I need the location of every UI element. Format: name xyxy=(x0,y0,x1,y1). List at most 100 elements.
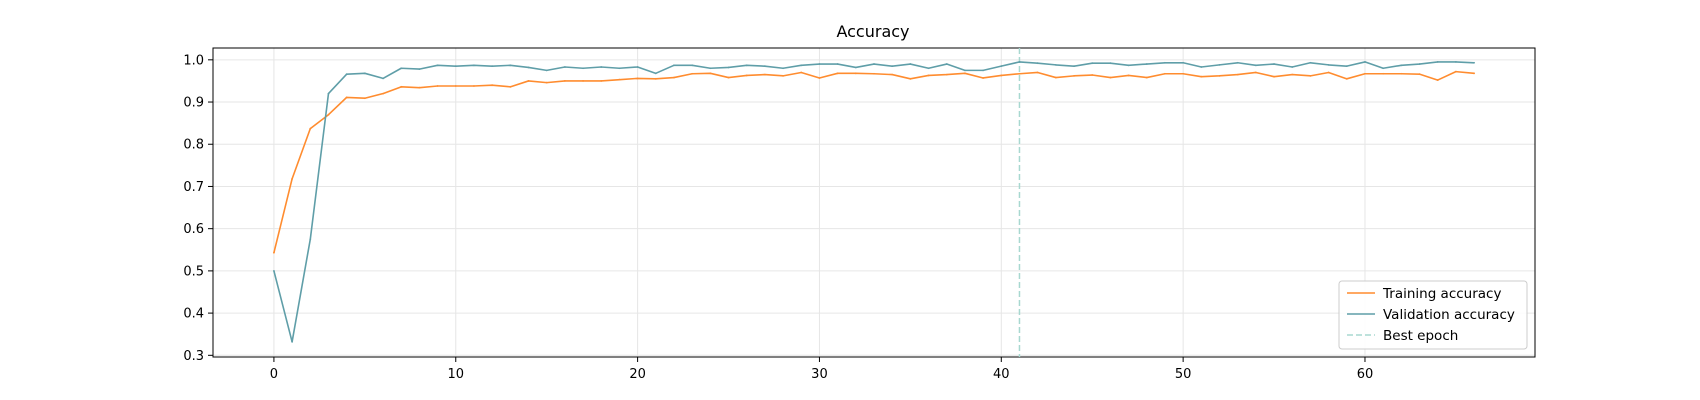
data-point xyxy=(854,72,857,75)
series-line-0 xyxy=(273,70,1475,253)
data-point xyxy=(1454,61,1457,63)
data-point xyxy=(909,63,912,65)
data-point xyxy=(1127,74,1130,77)
data-point xyxy=(727,76,730,79)
data-point xyxy=(382,92,384,95)
y-tick-label: 1.0 xyxy=(183,53,204,68)
data-point xyxy=(363,72,366,75)
data-point xyxy=(1164,61,1166,64)
y-tick-label: 0.3 xyxy=(183,349,204,364)
x-tick-label: 20 xyxy=(629,367,646,382)
x-tick-label: 10 xyxy=(447,367,464,382)
data-point xyxy=(1036,62,1039,65)
data-point xyxy=(1382,67,1385,70)
data-point xyxy=(1182,72,1185,75)
data-point xyxy=(982,69,985,72)
data-point xyxy=(745,74,748,77)
data-point xyxy=(291,177,294,180)
data-point xyxy=(1400,64,1403,67)
data-point xyxy=(691,72,694,75)
data-point xyxy=(818,77,821,79)
data-point xyxy=(1400,72,1403,75)
data-point xyxy=(1073,74,1075,77)
legend-label: Training accuracy xyxy=(1382,286,1501,302)
x-tick-label: 0 xyxy=(270,367,278,382)
data-point xyxy=(636,77,639,80)
data-point xyxy=(691,64,694,67)
data-point xyxy=(909,77,912,80)
data-point xyxy=(891,73,894,76)
data-point xyxy=(945,73,948,76)
data-point xyxy=(527,80,530,82)
x-tick-label: 60 xyxy=(1357,367,1374,382)
x-tick-label: 40 xyxy=(993,367,1010,382)
data-point xyxy=(1309,61,1312,64)
data-point xyxy=(673,76,675,79)
data-point xyxy=(618,78,621,81)
data-point xyxy=(654,77,657,80)
data-point xyxy=(1364,72,1366,75)
data-point xyxy=(436,64,439,67)
plot-frame xyxy=(212,47,1536,358)
data-point xyxy=(1273,75,1275,78)
data-point xyxy=(1036,71,1039,74)
data-point xyxy=(891,65,894,68)
data-point xyxy=(1182,61,1185,64)
data-point xyxy=(709,67,712,70)
legend-box xyxy=(1338,280,1528,350)
data-point xyxy=(1382,72,1385,75)
data-point xyxy=(327,92,330,95)
data-point xyxy=(436,85,439,87)
data-point xyxy=(1054,76,1057,79)
data-point xyxy=(927,67,930,70)
data-point xyxy=(1254,64,1257,67)
data-point xyxy=(1364,61,1366,63)
data-point xyxy=(1327,71,1330,74)
data-point xyxy=(1164,72,1166,75)
data-point xyxy=(1273,63,1275,65)
data-point xyxy=(1073,65,1075,68)
data-point xyxy=(836,72,839,75)
data-point xyxy=(327,113,330,116)
y-tick-label: 0.9 xyxy=(183,96,204,111)
data-point xyxy=(563,66,566,68)
data-point xyxy=(1236,73,1239,76)
data-point xyxy=(509,64,512,67)
data-point xyxy=(1218,74,1221,77)
data-point xyxy=(1236,61,1239,64)
data-point xyxy=(582,80,584,82)
data-point xyxy=(800,71,803,74)
data-point xyxy=(1091,62,1094,65)
data-point xyxy=(927,74,930,77)
data-point xyxy=(1254,71,1257,74)
data-point xyxy=(454,65,457,68)
data-point xyxy=(1000,74,1003,77)
data-point xyxy=(763,65,766,68)
data-point xyxy=(1418,73,1421,76)
y-tick-label: 0.6 xyxy=(183,222,204,237)
data-point xyxy=(618,67,621,70)
data-point xyxy=(818,63,821,65)
data-point xyxy=(1436,79,1439,81)
data-point xyxy=(491,84,494,87)
data-point xyxy=(363,97,366,100)
data-point xyxy=(563,80,566,82)
data-point xyxy=(1345,77,1348,80)
data-point xyxy=(1309,74,1312,77)
grid xyxy=(213,48,1535,357)
data-point xyxy=(1200,75,1203,78)
data-point xyxy=(309,127,312,130)
y-tick-label: 0.5 xyxy=(183,264,204,279)
y-tick-label: 0.7 xyxy=(183,180,204,195)
data-point xyxy=(309,238,312,241)
data-point xyxy=(727,66,730,69)
data-point xyxy=(1000,65,1003,68)
data-point xyxy=(1327,63,1330,66)
data-point xyxy=(1218,63,1221,66)
data-point xyxy=(400,85,403,88)
data-point xyxy=(1345,65,1348,68)
data-point xyxy=(545,81,548,84)
data-point xyxy=(1018,72,1021,75)
data-point xyxy=(1091,74,1094,76)
data-point xyxy=(1145,76,1148,79)
